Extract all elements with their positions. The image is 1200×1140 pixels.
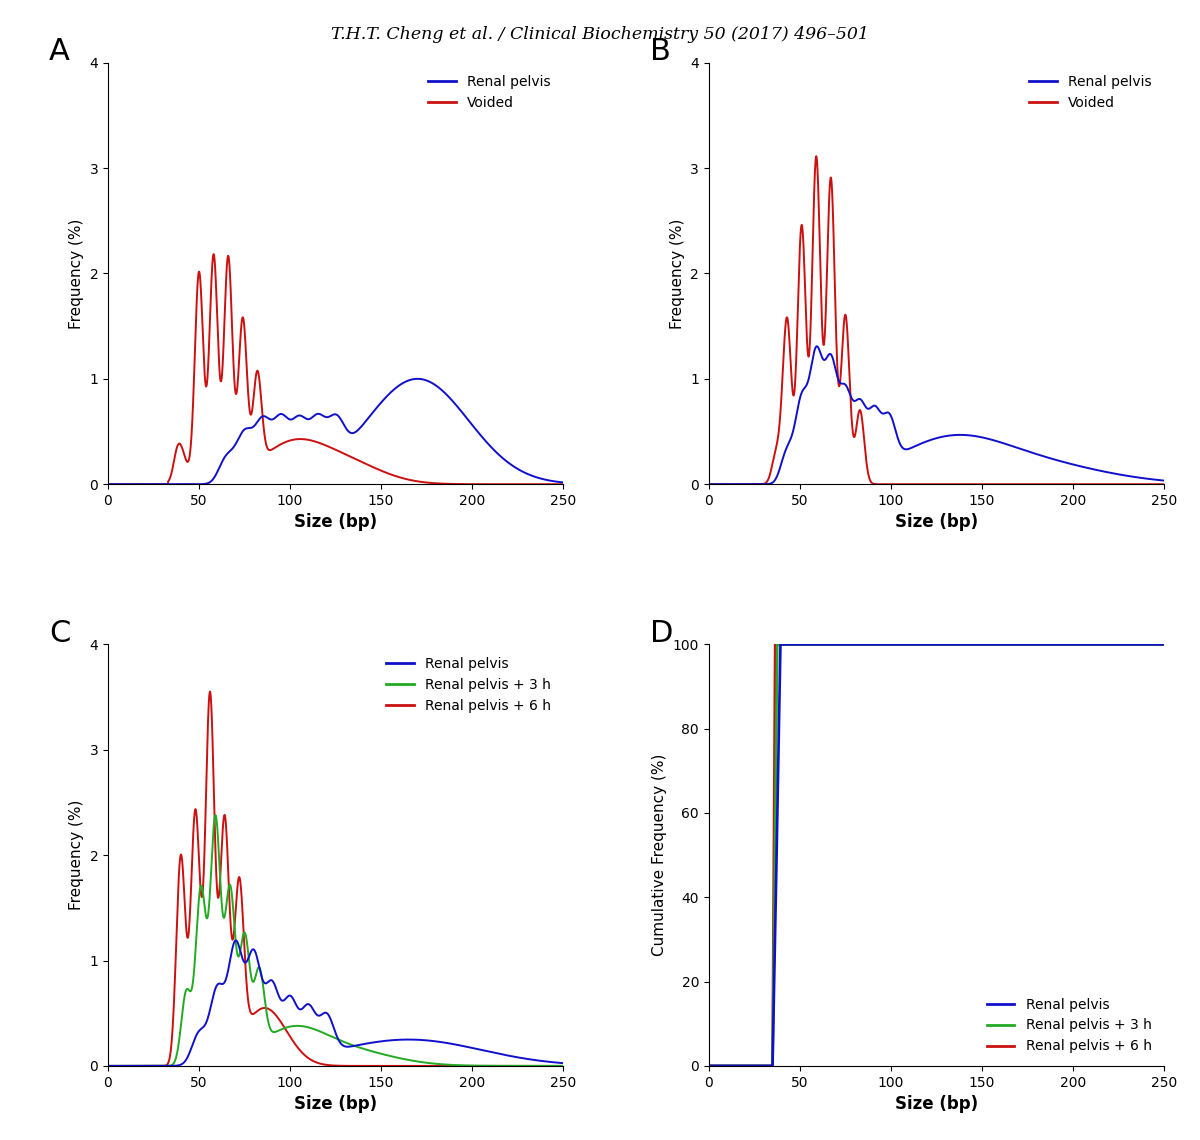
Legend: Renal pelvis, Renal pelvis + 3 h, Renal pelvis + 6 h: Renal pelvis, Renal pelvis + 3 h, Renal … — [982, 992, 1157, 1059]
X-axis label: Size (bp): Size (bp) — [895, 1096, 978, 1113]
X-axis label: Size (bp): Size (bp) — [294, 1096, 377, 1113]
Legend: Renal pelvis, Renal pelvis + 3 h, Renal pelvis + 6 h: Renal pelvis, Renal pelvis + 3 h, Renal … — [380, 651, 557, 718]
Text: T.H.T. Cheng et al. / Clinical Biochemistry 50 (2017) 496–501: T.H.T. Cheng et al. / Clinical Biochemis… — [331, 26, 869, 43]
Legend: Renal pelvis, Voided: Renal pelvis, Voided — [422, 70, 557, 115]
Y-axis label: Frequency (%): Frequency (%) — [670, 218, 685, 328]
Y-axis label: Cumulative Frequency (%): Cumulative Frequency (%) — [652, 754, 667, 956]
X-axis label: Size (bp): Size (bp) — [895, 513, 978, 531]
Text: B: B — [649, 38, 671, 66]
Legend: Renal pelvis, Voided: Renal pelvis, Voided — [1024, 70, 1157, 115]
Y-axis label: Frequency (%): Frequency (%) — [68, 218, 84, 328]
Text: C: C — [49, 619, 71, 649]
X-axis label: Size (bp): Size (bp) — [294, 513, 377, 531]
Text: D: D — [649, 619, 673, 649]
Text: A: A — [49, 38, 70, 66]
Y-axis label: Frequency (%): Frequency (%) — [68, 800, 84, 911]
